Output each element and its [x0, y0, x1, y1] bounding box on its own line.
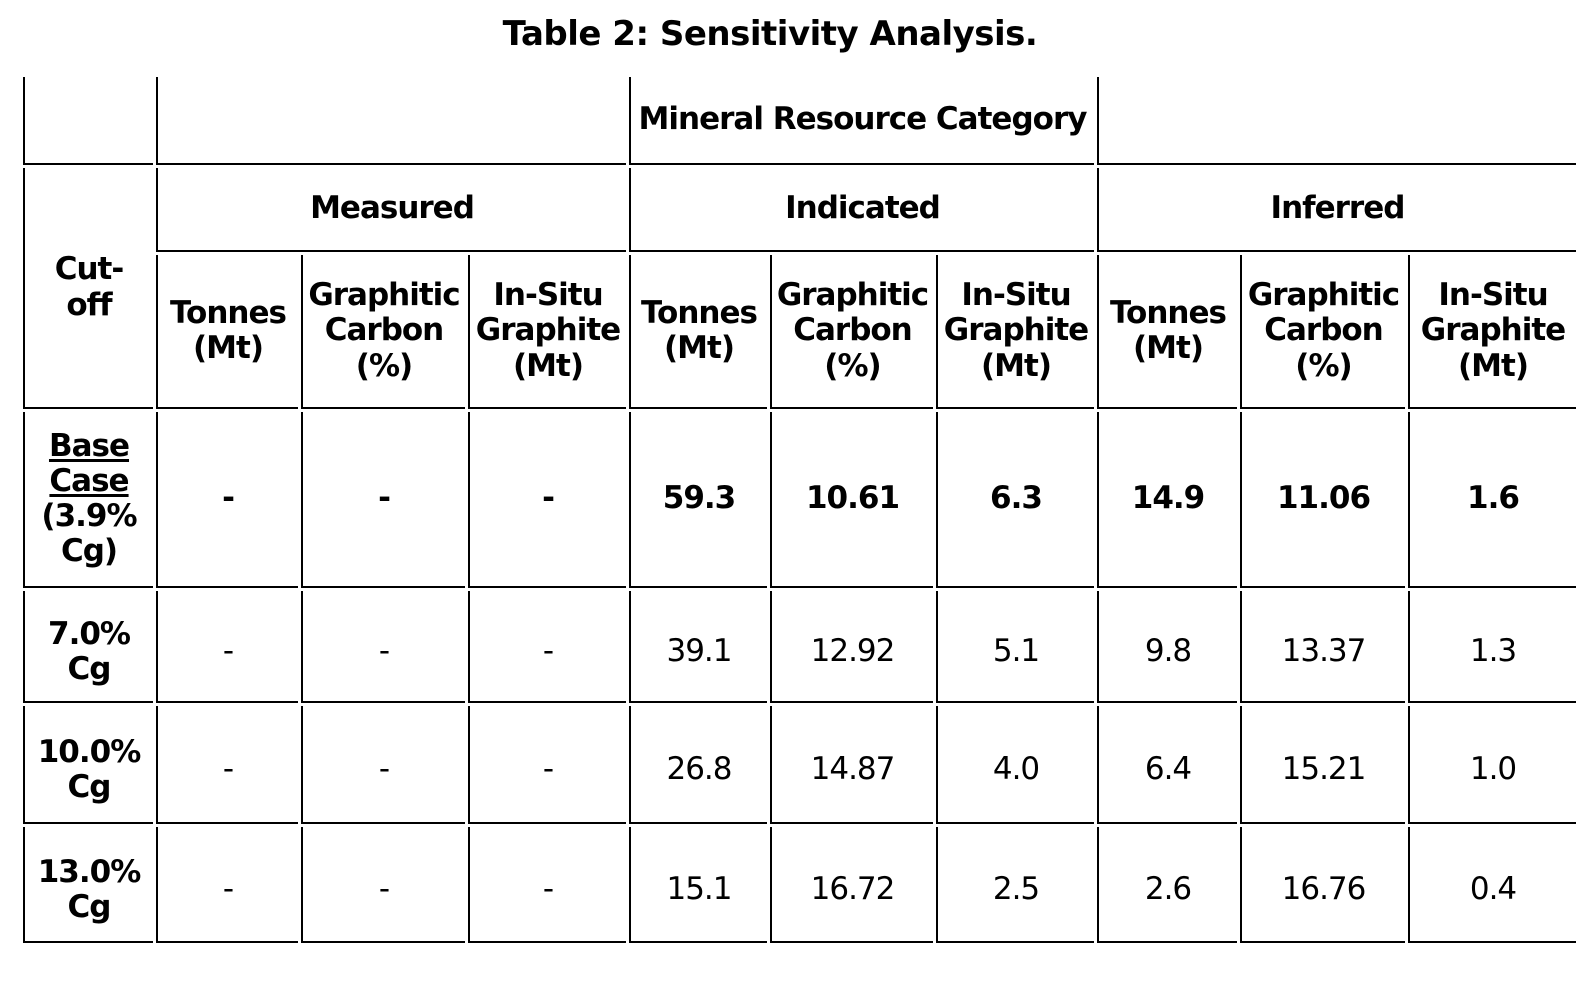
- data-cell: -: [301, 706, 465, 824]
- column-header-row: Tonnes (Mt) Graphitic Carbon (%) In-Situ…: [23, 255, 1576, 409]
- data-cell: 15.1: [629, 827, 767, 943]
- data-row-13-0-cg: 13.0% Cg - - - 15.1 16.72 2.5 2.6 16.76 …: [23, 827, 1576, 943]
- data-cell: 13.37: [1240, 591, 1405, 703]
- data-cell: -: [468, 591, 626, 703]
- row-label: 7.0% Cg: [48, 615, 131, 687]
- column-header-insitu-graphite-inferred: In-Situ Graphite (Mt): [1408, 255, 1576, 409]
- table-title: Table 2: Sensitivity Analysis.: [502, 14, 1038, 54]
- column-header-graphitic-carbon-indicated: Graphitic Carbon (%): [770, 255, 933, 409]
- data-cell: 1.3: [1408, 591, 1576, 703]
- column-header-label: In-Situ Graphite (Mt): [475, 277, 621, 384]
- column-header-label: Graphitic Carbon (%): [776, 277, 929, 384]
- data-cell: 12.92: [770, 591, 933, 703]
- data-cell: 0.4: [1408, 827, 1576, 943]
- data-cell: 2.5: [936, 827, 1094, 943]
- data-cell: 14.9: [1097, 412, 1237, 588]
- data-cell: -: [468, 706, 626, 824]
- data-cell: 4.0: [936, 706, 1094, 824]
- data-row-10-0-cg: 10.0% Cg - - - 26.8 14.87 4.0 6.4 15.21 …: [23, 706, 1576, 824]
- column-header-label: Graphitic Carbon (%): [308, 277, 460, 384]
- column-header-label: In-Situ Graphite (Mt): [943, 277, 1089, 384]
- group-header-row: Cut-off Measured Indicated Inferred: [23, 168, 1576, 409]
- data-cell: -: [301, 827, 465, 943]
- column-header-label: In-Situ Graphite (Mt): [1420, 277, 1566, 384]
- data-cell: -: [156, 591, 298, 703]
- cutoff-header-cell: Cut-off: [23, 168, 153, 409]
- group-header-indicated: Indicated: [629, 168, 1094, 252]
- data-cell: 10.61: [770, 412, 933, 588]
- column-header-label: Graphitic Carbon (%): [1247, 277, 1400, 384]
- row-label-cell: 10.0% Cg: [23, 706, 153, 824]
- sensitivity-analysis-table: Mineral Resource Category Cut-off Measur…: [20, 74, 1579, 946]
- corner-cell: [23, 77, 153, 165]
- column-header-label: Tonnes (Mt): [1110, 294, 1227, 366]
- data-cell: -: [301, 412, 465, 588]
- data-cell: -: [468, 827, 626, 943]
- data-cell: 1.0: [1408, 706, 1576, 824]
- group-header-inferred: Inferred: [1097, 168, 1576, 252]
- data-cell: -: [301, 591, 465, 703]
- category-row: Mineral Resource Category: [23, 77, 1576, 165]
- data-cell: 2.6: [1097, 827, 1237, 943]
- column-header-tonnes-inferred: Tonnes (Mt): [1097, 255, 1237, 409]
- column-header-insitu-graphite-indicated: In-Situ Graphite (Mt): [936, 255, 1094, 409]
- column-header-insitu-graphite-measured: In-Situ Graphite (Mt): [468, 255, 626, 409]
- data-cell: -: [156, 412, 298, 588]
- category-header-cell: Mineral Resource Category: [629, 77, 1094, 165]
- data-cell: 6.4: [1097, 706, 1237, 824]
- category-spacer-right: [1097, 77, 1576, 165]
- cutoff-header-label: Cut-off: [54, 251, 125, 323]
- row-label: Base Case (3.9% Cg): [33, 427, 145, 570]
- data-cell: 5.1: [936, 591, 1094, 703]
- data-cell: 1.6: [1408, 412, 1576, 588]
- data-row-7-0-cg: 7.0% Cg - - - 39.1 12.92 5.1 9.8 13.37 1…: [23, 591, 1576, 703]
- column-header-graphitic-carbon-measured: Graphitic Carbon (%): [301, 255, 465, 409]
- data-cell: -: [156, 827, 298, 943]
- data-cell: 9.8: [1097, 591, 1237, 703]
- row-label-cell: Base Case (3.9% Cg): [23, 412, 153, 588]
- column-header-label: Tonnes (Mt): [170, 294, 287, 366]
- data-cell: 39.1: [629, 591, 767, 703]
- data-cell: 14.87: [770, 706, 933, 824]
- group-header-measured: Measured: [156, 168, 626, 252]
- column-header-label: Tonnes (Mt): [641, 294, 758, 366]
- data-cell: 59.3: [629, 412, 767, 588]
- row-label-main: Base Case: [48, 427, 130, 499]
- data-cell: 6.3: [936, 412, 1094, 588]
- category-spacer-left: [156, 77, 626, 165]
- row-label-cell: 13.0% Cg: [23, 827, 153, 943]
- row-label-sub: (3.9% Cg): [41, 498, 137, 570]
- data-cell: -: [156, 706, 298, 824]
- column-header-tonnes-indicated: Tonnes (Mt): [629, 255, 767, 409]
- data-cell: 16.72: [770, 827, 933, 943]
- data-cell: 15.21: [1240, 706, 1405, 824]
- row-label: 10.0% Cg: [37, 733, 142, 805]
- row-label: 13.0% Cg: [37, 853, 142, 925]
- data-cell: 26.8: [629, 706, 767, 824]
- row-label-cell: 7.0% Cg: [23, 591, 153, 703]
- data-row-base-case: Base Case (3.9% Cg) - - - 59.3 10.61 6.3…: [23, 412, 1576, 588]
- column-header-tonnes-measured: Tonnes (Mt): [156, 255, 298, 409]
- data-cell: -: [468, 412, 626, 588]
- column-header-graphitic-carbon-inferred: Graphitic Carbon (%): [1240, 255, 1405, 409]
- data-cell: 11.06: [1240, 412, 1405, 588]
- data-cell: 16.76: [1240, 827, 1405, 943]
